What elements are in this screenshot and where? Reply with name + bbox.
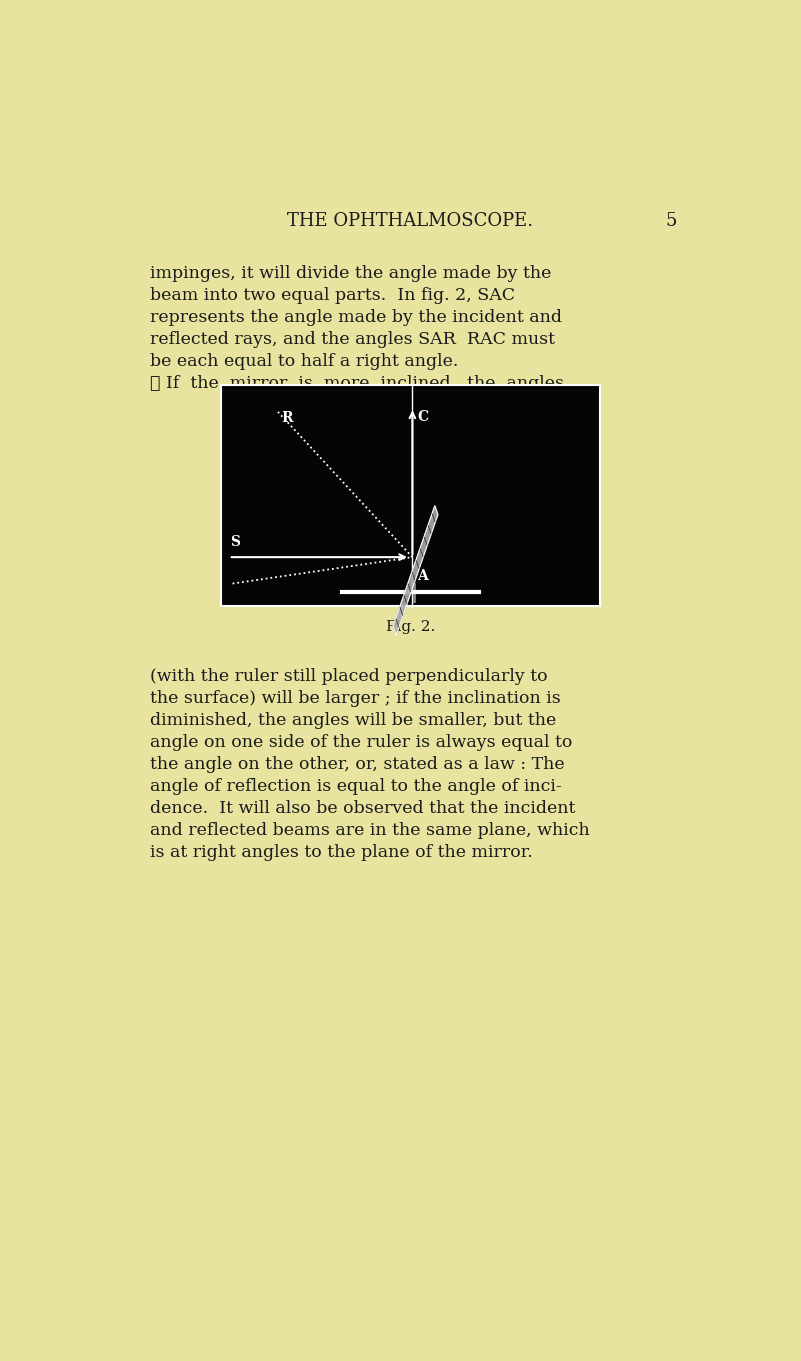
Text: reflected rays, and the angles SAR  RAC must: reflected rays, and the angles SAR RAC m…	[150, 331, 555, 348]
Text: angle on one side of the ruler is always equal to: angle on one side of the ruler is always…	[150, 735, 572, 751]
Text: angle of reflection is equal to the angle of inci-: angle of reflection is equal to the angl…	[150, 778, 562, 795]
Bar	[221, 385, 600, 606]
Text: the surface) will be larger ; if the inclination is: the surface) will be larger ; if the inc…	[150, 690, 561, 708]
Text: THE OPHTHALMOSCOPE.: THE OPHTHALMOSCOPE.	[288, 212, 533, 230]
Text: be each equal to half a right angle.: be each equal to half a right angle.	[150, 352, 458, 370]
Text: R: R	[282, 411, 293, 425]
Polygon shape	[393, 506, 438, 636]
Text: C: C	[417, 410, 429, 423]
Text: A: A	[417, 569, 428, 583]
Text: dence.  It will also be observed that the incident: dence. It will also be observed that the…	[150, 800, 575, 818]
Text: the angle on the other, or, stated as a law : The: the angle on the other, or, stated as a …	[150, 757, 565, 773]
Text: and reflected beams are in the same plane, which: and reflected beams are in the same plan…	[150, 822, 590, 840]
Text: S: S	[230, 535, 240, 548]
Text: is at right angles to the plane of the mirror.: is at right angles to the plane of the m…	[150, 844, 533, 862]
Text: (with the ruler still placed perpendicularly to: (with the ruler still placed perpendicul…	[150, 668, 547, 686]
Text: impinges, it will divide the angle made by the: impinges, it will divide the angle made …	[150, 265, 551, 282]
Text: 5: 5	[666, 212, 677, 230]
Text: diminished, the angles will be smaller, but the: diminished, the angles will be smaller, …	[150, 712, 556, 729]
Text: Fig. 2.: Fig. 2.	[386, 619, 435, 633]
Text: beam into two equal parts.  In fig. 2, SAC: beam into two equal parts. In fig. 2, SA…	[150, 287, 515, 304]
Text: represents the angle made by the incident and: represents the angle made by the inciden…	[150, 309, 562, 325]
Text: ∴ If  the  mirror  is  more  inclined,  the  angles: ∴ If the mirror is more inclined, the an…	[150, 374, 564, 392]
